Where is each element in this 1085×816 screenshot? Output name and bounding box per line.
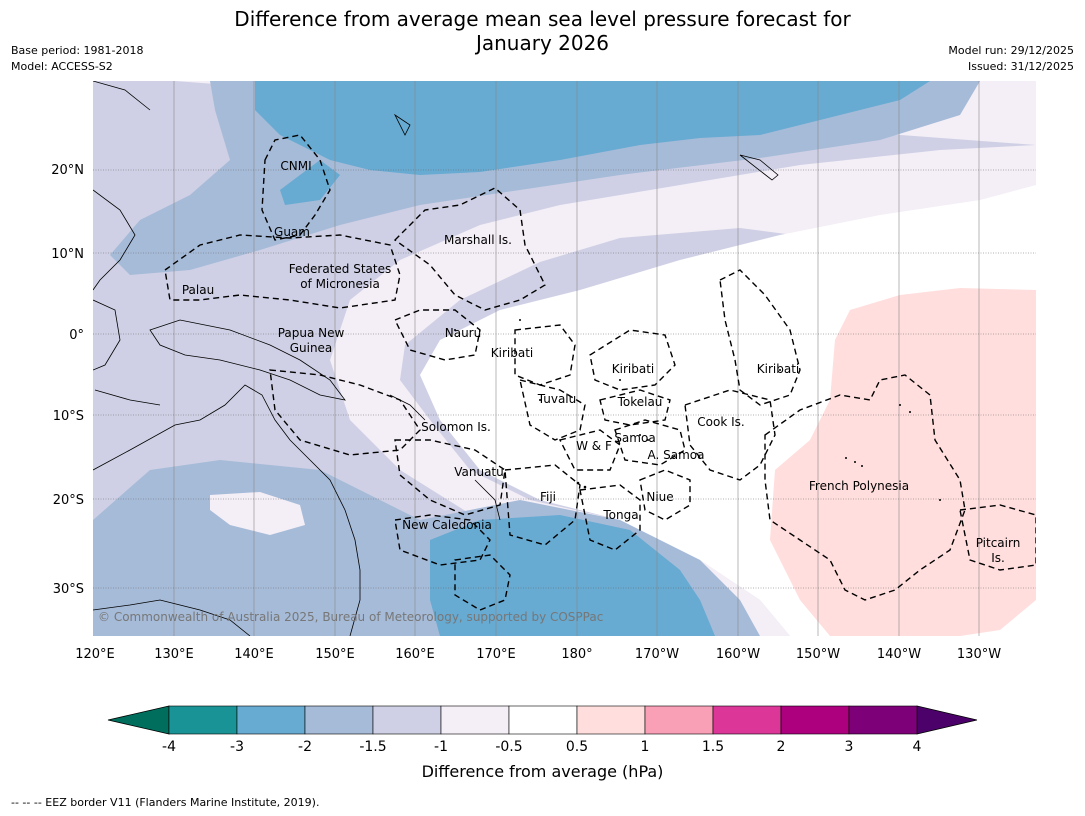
colorbar-tick: -1.5 — [359, 739, 386, 755]
island-markers — [454, 319, 941, 501]
colorbar-tick: -2 — [298, 739, 312, 755]
region-label: Marshall Is. — [444, 233, 512, 247]
colorbar-segment — [304, 705, 374, 735]
anomaly-field-south-core — [430, 515, 715, 636]
region-label: Nauru — [445, 326, 481, 340]
lon-label: 150°E — [315, 647, 355, 662]
lon-label: 180° — [561, 647, 592, 662]
lat-label: 10°N — [51, 247, 84, 262]
anomaly-field-light — [175, 81, 1036, 636]
anomaly-field-tasman-blob — [210, 492, 305, 535]
lon-label: 160°W — [716, 647, 760, 662]
region-label: French Polynesia — [809, 479, 909, 493]
latitude-gridlines — [93, 169, 1036, 589]
region-label: Guam — [274, 225, 310, 239]
region-label: Vanuatu — [454, 465, 504, 479]
base-period: Base period: 1981-2018 — [11, 44, 144, 57]
colorbar-tick: -1 — [434, 739, 448, 755]
anomaly-field-positive — [770, 288, 1036, 636]
colorbar-tick: 1 — [641, 739, 650, 755]
lon-label: 140°W — [877, 647, 921, 662]
colorbar-segment — [236, 705, 306, 735]
region-label: New Caledonia — [402, 518, 492, 532]
colorbar-label: Difference from average (hPa) — [421, 762, 664, 781]
lon-label: 160°E — [395, 647, 435, 662]
region-label: Is. — [991, 551, 1005, 565]
title-line-1: Difference from average mean sea level p… — [234, 7, 851, 31]
region-label: Papua New — [278, 326, 345, 340]
colorbar-tick: 0.5 — [566, 739, 588, 755]
map-area — [93, 81, 1036, 636]
lon-label: 170°E — [476, 647, 516, 662]
region-label: Guinea — [290, 341, 333, 355]
colorbar: -4 -3 -2 -1.5 -1 -0.5 0.5 1 1.5 2 3 4 — [107, 705, 978, 755]
lon-label: 140°E — [234, 647, 274, 662]
colorbar-segment — [440, 705, 510, 735]
region-label: Kiribati — [491, 346, 533, 360]
anomaly-field-north-core — [255, 81, 930, 175]
latitude-labels: 20°N 10°N 0° 10°S 20°S 30°S — [51, 163, 84, 597]
region-label: Kiribati — [612, 362, 654, 376]
copyright-notice: © Commonwealth of Australia 2025, Bureau… — [98, 610, 603, 624]
colorbar-tick: 3 — [845, 739, 854, 755]
meta-left: Base period: 1981-2018 Model: ACCESS-S2 — [11, 43, 143, 75]
region-label: Tokelau — [617, 395, 663, 409]
region-label: A. Samoa — [648, 448, 705, 462]
region-label: Palau — [182, 283, 214, 297]
map-title: Difference from average mean sea level p… — [0, 7, 1085, 55]
lon-label: 150°W — [796, 647, 840, 662]
region-label: Samoa — [614, 431, 655, 445]
lat-label: 20°N — [51, 163, 84, 178]
lat-label: 0° — [69, 328, 84, 343]
lon-label: 130°W — [957, 647, 1001, 662]
region-label: Kiribati — [757, 362, 799, 376]
colorbar-tick: 2 — [777, 739, 786, 755]
longitude-labels: 120°E 130°E 140°E 150°E 160°E 170°E 180°… — [75, 647, 1001, 662]
colorbar-tick: 1.5 — [702, 739, 724, 755]
colorbar-segment — [780, 705, 850, 735]
lon-label: 170°W — [635, 647, 679, 662]
model-run: Model run: 29/12/2025 — [948, 44, 1074, 57]
colorbar-tick: -4 — [162, 739, 176, 755]
colorbar-extend-low — [107, 705, 170, 735]
region-label: Cook Is. — [697, 415, 744, 429]
region-label: Tonga — [602, 508, 638, 522]
region-label: Fiji — [540, 490, 556, 504]
eez-legend-note: -- -- -- EEZ border V11 (Flanders Marine… — [11, 796, 320, 809]
title-line-2: January 2026 — [475, 31, 610, 55]
region-label: W & F — [576, 439, 612, 453]
colorbar-segment — [576, 705, 646, 735]
colorbar-segment — [848, 705, 918, 735]
region-label: Tuvalu — [537, 392, 577, 406]
lon-label: 130°E — [154, 647, 194, 662]
colorbar-segment — [712, 705, 782, 735]
region-label: Pitcairn — [976, 536, 1021, 550]
issued-date: Issued: 31/12/2025 — [967, 60, 1074, 73]
lat-label: 10°S — [53, 409, 84, 424]
eez-borders — [164, 134, 1036, 611]
longitude-gridlines — [173, 81, 980, 636]
region-label: of Micronesia — [300, 277, 380, 291]
colorbar-segment — [168, 705, 238, 735]
colorbar-segment — [508, 705, 578, 735]
lon-label: 120°E — [75, 647, 115, 662]
meta-right: Model run: 29/12/2025 Issued: 31/12/2025 — [948, 43, 1074, 75]
colorbar-tick: -0.5 — [495, 739, 522, 755]
colorbar-extend-high — [916, 705, 978, 735]
lat-label: 30°S — [53, 582, 84, 597]
colorbar-segment — [644, 705, 714, 735]
lat-label: 20°S — [53, 493, 84, 508]
colorbar-segment — [372, 705, 442, 735]
region-labels: CNMI Guam Marshall Is. Federated States … — [182, 159, 1020, 565]
region-label: Niue — [646, 490, 673, 504]
region-label: Solomon Is. — [421, 420, 491, 434]
region-label: Federated States — [289, 262, 391, 276]
region-label: CNMI — [280, 159, 311, 173]
anomaly-field-cnmi-core — [280, 160, 340, 205]
colorbar-tick: -3 — [230, 739, 244, 755]
model-name: Model: ACCESS-S2 — [11, 60, 113, 73]
colorbar-tick: 4 — [913, 739, 922, 755]
